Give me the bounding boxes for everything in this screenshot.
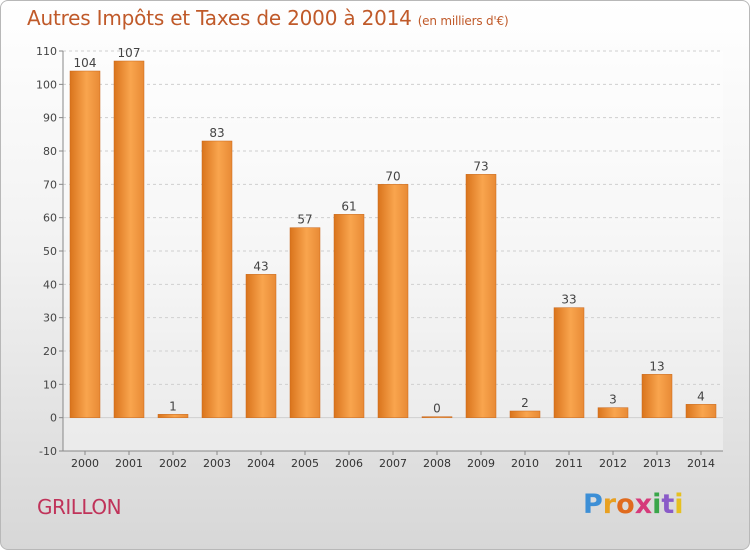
- data-label: 107: [118, 46, 141, 60]
- bar-2012: [597, 407, 629, 418]
- bar-2005: [289, 227, 321, 418]
- y-tick-label: 20: [43, 345, 57, 358]
- data-label: 2: [521, 396, 529, 410]
- chart-title: Autres Impôts et Taxes de 2000 à 2014 (en…: [27, 6, 509, 30]
- bar-2009: [465, 174, 497, 418]
- data-label: 1: [169, 399, 177, 413]
- x-tick-label: 2014: [687, 457, 715, 470]
- x-tick-label: 2002: [159, 457, 187, 470]
- logo-letter: P: [583, 489, 603, 520]
- y-axis: -10 0 10 20 30 40 50 60 70 80 90 100 110: [36, 45, 64, 458]
- data-label: 104: [74, 56, 97, 70]
- y-tick-label: 30: [43, 312, 57, 325]
- chart-title-unit: (en milliers d'€): [417, 14, 509, 28]
- y-tick-label: 60: [43, 212, 57, 225]
- data-label: 4: [697, 389, 705, 403]
- bar-2007: [377, 184, 409, 418]
- bar-2008: [421, 416, 453, 418]
- data-label: 61: [341, 199, 356, 213]
- bar-2003: [201, 140, 233, 418]
- x-tick-label: 2005: [291, 457, 319, 470]
- bar-2010: [509, 410, 541, 418]
- y-tick-label: 70: [43, 178, 57, 191]
- chart-title-text: Autres Impôts et Taxes de 2000 à 2014: [27, 6, 412, 30]
- x-tick-label: 2003: [203, 457, 231, 470]
- x-tick-label: 2008: [423, 457, 451, 470]
- data-label: 57: [297, 213, 312, 227]
- x-tick-label: 2001: [115, 457, 143, 470]
- data-label: 33: [561, 293, 576, 307]
- logo-letter: i: [652, 489, 662, 520]
- y-tick-label: 80: [43, 145, 57, 158]
- x-tick-label: 2010: [511, 457, 539, 470]
- x-tick-label: 2013: [643, 457, 671, 470]
- logo-letter: t: [661, 489, 675, 520]
- data-label: 43: [253, 259, 268, 273]
- bar-2001: [113, 60, 145, 418]
- bar-2000: [69, 70, 101, 418]
- logo-letter: i: [674, 489, 684, 520]
- x-tick-label: 2011: [555, 457, 583, 470]
- bar-2006: [333, 214, 365, 418]
- y-tick-label: 0: [50, 412, 57, 425]
- bar-2004: [245, 274, 277, 418]
- logo-letter: o: [616, 489, 635, 520]
- logo-letter: r: [602, 489, 617, 520]
- x-tick-label: 2000: [71, 457, 99, 470]
- logo-letter: x: [634, 489, 653, 520]
- y-tick-label: 10: [43, 378, 57, 391]
- data-label: 13: [649, 359, 664, 373]
- y-tick-label: 90: [43, 112, 57, 125]
- bar-2002: [157, 414, 189, 418]
- commune-name: GRILLON: [37, 495, 122, 519]
- y-tick-label: 110: [36, 45, 57, 58]
- bar-2013: [641, 374, 673, 418]
- y-tick-label: 50: [43, 245, 57, 258]
- proxiti-logo[interactable]: Proxiti: [583, 489, 684, 520]
- x-tick-label: 2004: [247, 457, 275, 470]
- bar-2014: [685, 404, 717, 418]
- x-tick-label: 2009: [467, 457, 495, 470]
- x-tick-label: 2012: [599, 457, 627, 470]
- y-tick-label: 40: [43, 278, 57, 291]
- data-label: 83: [209, 126, 224, 140]
- data-label: 73: [473, 159, 488, 173]
- x-axis: 2000 2001 2002 2003 2004 2005 2006 2007 2008 2009…: [63, 450, 723, 470]
- y-tick-label: -10: [39, 445, 57, 458]
- data-label: 3: [609, 393, 617, 407]
- data-label: 0: [433, 402, 441, 416]
- x-tick-label: 2007: [379, 457, 407, 470]
- data-label: 70: [385, 169, 400, 183]
- x-tick-label: 2006: [335, 457, 363, 470]
- bar-2011: [553, 307, 585, 418]
- y-tick-label: 100: [36, 78, 57, 91]
